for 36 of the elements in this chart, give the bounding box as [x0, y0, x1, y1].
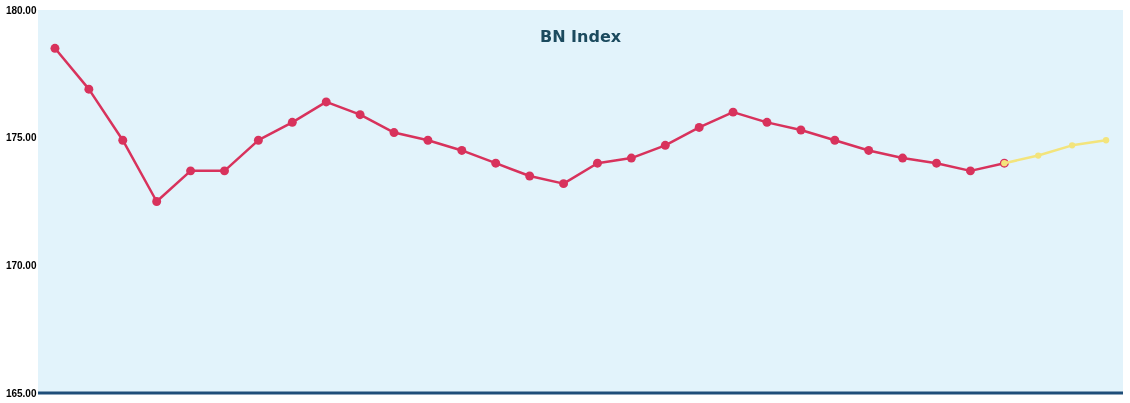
point	[389, 128, 399, 138]
point	[762, 117, 772, 127]
y-tick-label: 170.00	[5, 259, 37, 271]
point	[1102, 137, 1110, 144]
point	[118, 135, 128, 145]
point	[253, 135, 263, 145]
point	[694, 122, 704, 132]
y-tick-label: 165.00	[5, 387, 37, 399]
point	[660, 140, 670, 150]
point	[1035, 152, 1042, 159]
point	[423, 135, 433, 145]
point	[491, 158, 501, 168]
point	[152, 197, 162, 206]
point	[1068, 142, 1076, 149]
point	[355, 110, 365, 120]
point	[898, 153, 908, 163]
text: BN Index	[539, 27, 622, 46]
point	[220, 166, 229, 176]
point	[50, 43, 60, 53]
point	[830, 135, 840, 145]
point	[525, 171, 535, 181]
y-tick-label: 180.00	[5, 4, 37, 16]
point	[321, 97, 331, 107]
point	[965, 166, 975, 176]
point	[864, 145, 874, 155]
point	[932, 158, 941, 168]
point	[186, 166, 196, 176]
point	[592, 158, 602, 168]
point	[84, 84, 94, 94]
point	[796, 125, 806, 135]
point	[728, 107, 738, 117]
point	[559, 179, 569, 189]
y-tick-label: 175.00	[5, 132, 37, 144]
point	[457, 145, 467, 155]
point	[287, 117, 297, 127]
point	[626, 153, 636, 163]
